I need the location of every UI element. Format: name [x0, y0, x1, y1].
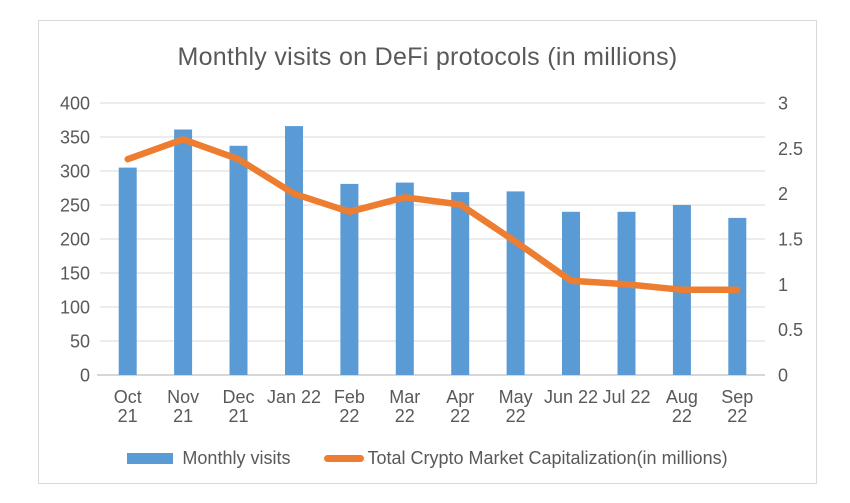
bar-series-swatch-icon	[127, 453, 174, 464]
chart-frame: Monthly visits on DeFi protocols (in mil…	[38, 20, 817, 484]
legend-label-market-cap: Total Crypto Market Capitalization(in mi…	[367, 448, 728, 468]
chart-title: Monthly visits on DeFi protocols (in mil…	[177, 43, 678, 71]
line-series-swatch-icon	[324, 455, 365, 462]
legend-label-monthly-visits: Monthly visits	[182, 448, 291, 468]
legend: Monthly visits Total Crypto Market Capit…	[39, 448, 816, 469]
legend-item-monthly-visits: Monthly visits	[127, 448, 290, 469]
legend-item-market-cap: Total Crypto Market Capitalization(in mi…	[324, 448, 728, 469]
